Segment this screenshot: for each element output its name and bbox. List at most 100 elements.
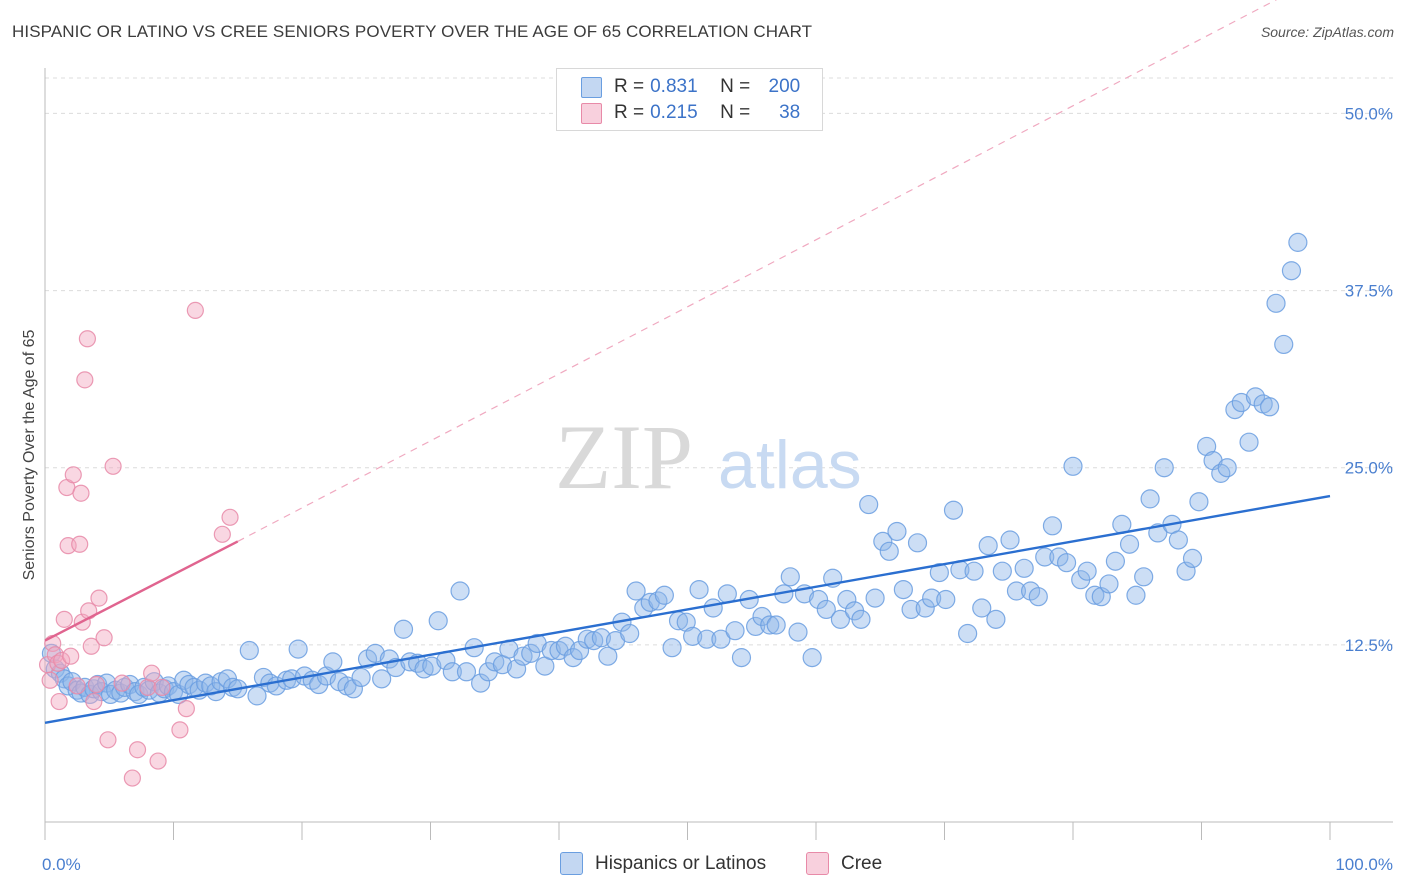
hispanic-point [780,567,800,587]
hispanic-point [386,657,406,678]
hispanic-point [239,640,259,661]
hispanic-point [929,562,949,583]
chart-title: HISPANIC OR LATINO VS CREE SENIORS POVER… [12,22,813,41]
hispanic-point [851,609,871,629]
cree-point [64,466,82,484]
hispanic-point [414,659,434,679]
hispanic-point [1006,581,1027,601]
hispanic-point [697,629,717,649]
hispanic-point [201,676,221,696]
legend-n-label: N = [720,76,751,97]
watermark-atlas: atlas [718,427,862,503]
legend-n-label: N = [720,102,751,123]
hispanic-point [569,640,590,661]
bottom-legend-label-hispanic: Hispanics or Latinos [595,852,767,874]
axes [44,68,1393,840]
x-tick-label: 0.0% [42,855,81,874]
cree-point [76,371,94,389]
cree-point [62,647,80,665]
bottom-legend-label-cree: Cree [841,852,883,874]
cree-point [41,671,59,689]
cree-point [78,330,97,348]
y-tick-label: 37.5% [1345,282,1393,301]
hispanic-point [654,585,674,605]
legend-row-hispanic: R = 0.831 N = 200 [581,75,800,99]
hispanic-point [1231,392,1251,413]
hispanic-point [788,622,808,642]
legend-swatch-cree [581,102,602,124]
hispanic-point [620,623,640,644]
cree-point [149,752,167,770]
hispanic-point [591,628,612,648]
cree-point [50,692,68,711]
hispanic-point [450,581,470,601]
hispanic-point [365,643,385,663]
hispanic-point [577,629,597,649]
hispanic-point [1288,232,1308,252]
trend-lines [44,0,1331,724]
hispanic-point [288,639,308,659]
cree-point [53,651,71,670]
legend: R = 0.831 N = 200 R = 0.215 N = 38 [556,68,823,131]
hispanic-point [1168,530,1188,550]
hispanic-point [1189,492,1209,512]
x-tick-label: 100.0% [1335,855,1393,874]
hispanic-point [351,667,371,688]
hispanic-point [901,599,921,620]
legend-r-value: 0.215 [650,102,698,123]
hispanic-point [760,615,780,635]
cree-point [104,457,122,475]
cree-point [143,664,161,682]
hispanic-point [766,615,786,635]
bottom-legend-swatch-hispanic [560,852,583,875]
hispanic-point [830,609,851,629]
cree-trend-extension [237,0,1278,542]
cree-point [82,637,100,655]
watermark: ZIP atlas [555,406,862,508]
hispanic-point [179,674,199,695]
hispanic-point [1035,547,1055,567]
hispanic-point [725,621,745,641]
hispanic-point [1239,432,1259,452]
hispanic-point [1260,397,1280,417]
hispanic-point [936,589,956,610]
hispanic-point [816,599,836,620]
bottom-legend-hispanic[interactable]: Hispanics or Latinos [560,852,766,875]
cree-point [113,674,131,692]
hispanic-point [802,648,822,668]
hispanic-point [584,631,604,651]
hispanic-point [978,536,998,556]
hispanic-point [1014,558,1034,578]
hispanic-point [1056,553,1077,573]
cree-point [153,678,171,696]
hispanic-point [964,561,984,581]
hispanic-point [808,589,829,610]
hispanic-point [907,533,928,553]
cree-point [95,629,113,647]
cree-point [71,535,89,553]
legend-row-cree: R = 0.215 N = 38 [581,101,800,125]
cree-point [139,678,157,696]
hispanic-point [972,598,992,618]
hispanic-point [393,619,414,639]
hispanic-point [662,638,682,658]
bottom-legend-cree[interactable]: Cree [806,852,882,875]
cree-point [221,508,239,526]
hispanic-point [1134,567,1154,587]
tick-labels: 12.5% 25.0% 37.5% 50.0% 0.0% 100.0% [42,104,1393,874]
hispanic-point [247,686,267,706]
legend-n-value: 38 [779,102,801,123]
hispanic-point [442,662,462,682]
hispanic-point [541,640,561,661]
hispanic-point [1042,516,1063,536]
legend-r-value: 0.831 [650,76,698,97]
hispanic-point [598,646,618,666]
y-axis-label: Seniors Poverty Over the Age of 65 [21,330,38,581]
hispanic-point [1077,561,1097,581]
hispanic-trend-line [44,494,1331,724]
hispanic-point [555,636,576,656]
cree-point [213,525,231,543]
hispanic-point [456,662,477,682]
hispanic-point [1245,387,1266,407]
